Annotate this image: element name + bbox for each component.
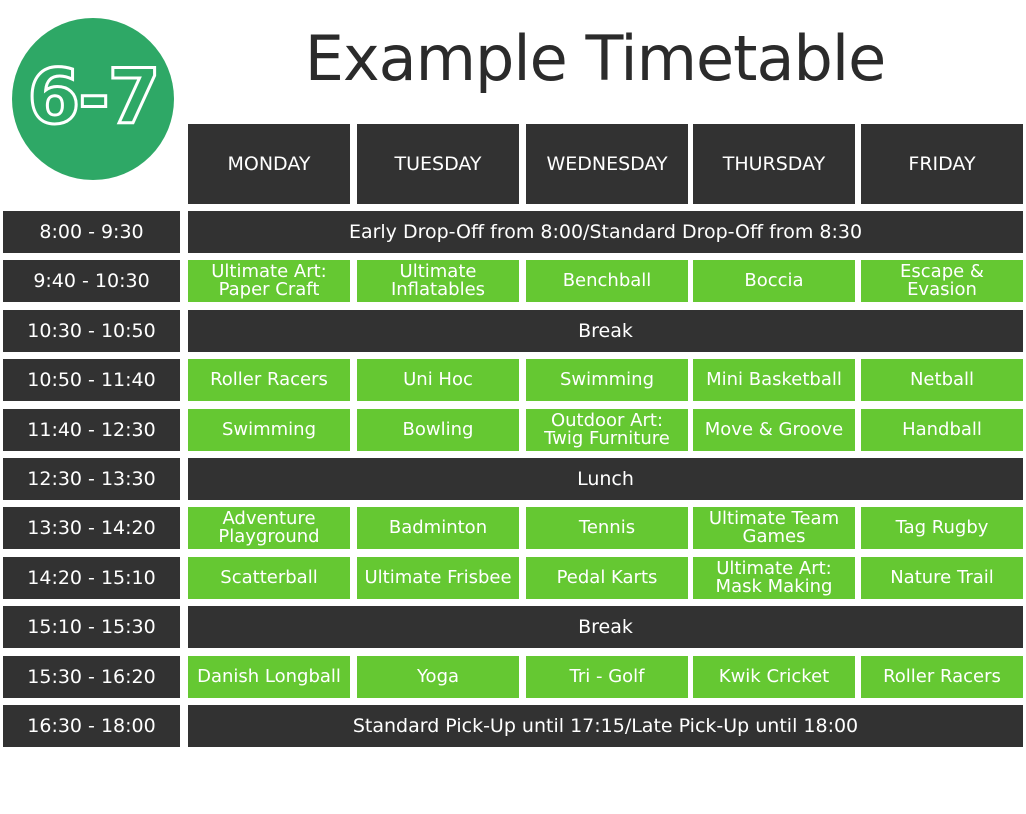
time-slot: 10:30 - 10:50 bbox=[3, 310, 180, 352]
time-slot: 16:30 - 18:00 bbox=[3, 705, 180, 747]
spanning-event: Early Drop-Off from 8:00/Standard Drop-O… bbox=[188, 211, 1023, 253]
activity-cell: Ultimate Inflatables bbox=[357, 260, 519, 302]
activity-cell: Ultimate Art: Mask Making bbox=[693, 557, 855, 599]
activity-cell: Bowling bbox=[357, 409, 519, 451]
activity-cell: Pedal Karts bbox=[526, 557, 688, 599]
activity-cell: Nature Trail bbox=[861, 557, 1023, 599]
spanning-event: Break bbox=[188, 606, 1023, 648]
time-slot: 15:10 - 15:30 bbox=[3, 606, 180, 648]
activity-cell: Ultimate Art: Paper Craft bbox=[188, 260, 350, 302]
day-header: WEDNESDAY bbox=[526, 124, 688, 204]
time-slot: 14:20 - 15:10 bbox=[3, 557, 180, 599]
day-header: FRIDAY bbox=[861, 124, 1023, 204]
activity-cell: Kwik Cricket bbox=[693, 656, 855, 698]
day-header: THURSDAY bbox=[693, 124, 855, 204]
activity-cell: Outdoor Art: Twig Furniture bbox=[526, 409, 688, 451]
activity-cell: Netball bbox=[861, 359, 1023, 401]
age-badge: 6-7 bbox=[12, 18, 174, 180]
activity-cell: Move & Groove bbox=[693, 409, 855, 451]
activity-cell: Yoga bbox=[357, 656, 519, 698]
time-slot: 15:30 - 16:20 bbox=[3, 656, 180, 698]
day-header: TUESDAY bbox=[357, 124, 519, 204]
time-slot: 11:40 - 12:30 bbox=[3, 409, 180, 451]
time-slot: 12:30 - 13:30 bbox=[3, 458, 180, 500]
activity-cell: Swimming bbox=[188, 409, 350, 451]
activity-cell: Roller Racers bbox=[861, 656, 1023, 698]
time-slot: 9:40 - 10:30 bbox=[3, 260, 180, 302]
activity-cell: Roller Racers bbox=[188, 359, 350, 401]
activity-cell: Danish Longball bbox=[188, 656, 350, 698]
page-title: Example Timetable bbox=[304, 22, 886, 95]
time-slot: 8:00 - 9:30 bbox=[3, 211, 180, 253]
age-badge-text: 6-7 bbox=[26, 50, 162, 142]
activity-cell: Benchball bbox=[526, 260, 688, 302]
spanning-event: Lunch bbox=[188, 458, 1023, 500]
spanning-event: Standard Pick-Up until 17:15/Late Pick-U… bbox=[188, 705, 1023, 747]
activity-cell: Tri - Golf bbox=[526, 656, 688, 698]
activity-cell: Ultimate Frisbee bbox=[357, 557, 519, 599]
activity-cell: Mini Basketball bbox=[693, 359, 855, 401]
activity-cell: Escape & Evasion bbox=[861, 260, 1023, 302]
activity-cell: Uni Hoc bbox=[357, 359, 519, 401]
activity-cell: Boccia bbox=[693, 260, 855, 302]
activity-cell: Scatterball bbox=[188, 557, 350, 599]
activity-cell: Tennis bbox=[526, 507, 688, 549]
spanning-event: Break bbox=[188, 310, 1023, 352]
activity-cell: Tag Rugby bbox=[861, 507, 1023, 549]
time-slot: 10:50 - 11:40 bbox=[3, 359, 180, 401]
activity-cell: Swimming bbox=[526, 359, 688, 401]
activity-cell: Handball bbox=[861, 409, 1023, 451]
activity-cell: Badminton bbox=[357, 507, 519, 549]
day-header: MONDAY bbox=[188, 124, 350, 204]
activity-cell: Ultimate Team Games bbox=[693, 507, 855, 549]
time-slot: 13:30 - 14:20 bbox=[3, 507, 180, 549]
activity-cell: Adventure Playground bbox=[188, 507, 350, 549]
